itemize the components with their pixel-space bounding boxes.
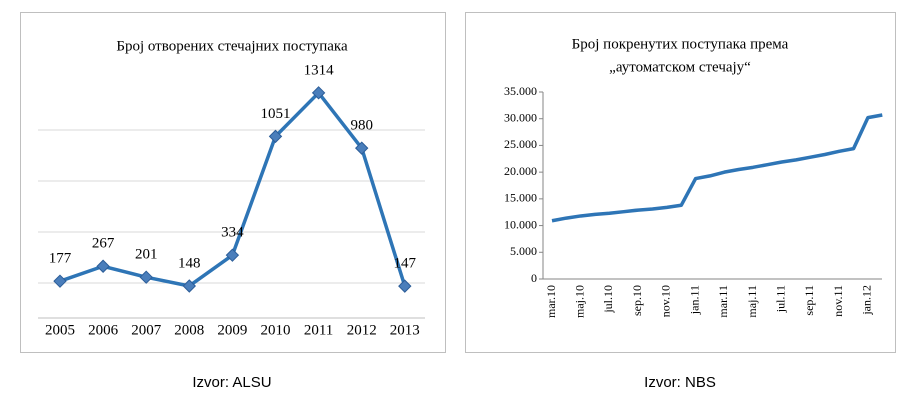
y-tick-label: 25.000 bbox=[504, 137, 537, 151]
x-tick-label: sep.10 bbox=[630, 285, 644, 316]
data-label: 148 bbox=[178, 255, 201, 271]
data-label: 334 bbox=[221, 225, 244, 241]
data-label: 267 bbox=[92, 236, 115, 252]
y-tick-label: 35.000 bbox=[504, 84, 537, 98]
y-tick-label: 5.000 bbox=[510, 244, 537, 258]
chart-title: Број отворених стечајних поступака bbox=[116, 38, 348, 54]
data-label: 1314 bbox=[304, 62, 335, 78]
marker bbox=[96, 259, 110, 273]
marker bbox=[268, 129, 283, 144]
data-label: 980 bbox=[350, 118, 373, 134]
x-tick-label: 2013 bbox=[390, 322, 420, 338]
y-tick-label: 30.000 bbox=[504, 110, 537, 124]
marker bbox=[225, 248, 240, 262]
x-tick-label: 2008 bbox=[174, 322, 204, 338]
x-tick-label: 2007 bbox=[131, 322, 162, 338]
data-label: 177 bbox=[49, 251, 72, 267]
marker bbox=[182, 279, 197, 293]
marker bbox=[398, 279, 412, 293]
x-tick-label: mar.11 bbox=[716, 285, 730, 318]
x-tick-label: 2010 bbox=[261, 322, 291, 338]
panel bbox=[20, 12, 446, 353]
x-tick-label: maj.10 bbox=[572, 285, 586, 318]
y-tick-label: 0 bbox=[531, 271, 537, 285]
x-tick-label: 2006 bbox=[88, 322, 119, 338]
panel bbox=[465, 12, 896, 353]
x-tick-label: jul.11 bbox=[774, 285, 788, 313]
marker bbox=[53, 274, 67, 288]
x-tick-label: sep.11 bbox=[802, 285, 816, 316]
source: Izvor: ALSU bbox=[192, 374, 271, 391]
x-tick-label: nov.11 bbox=[831, 285, 845, 317]
source: Izvor: NBS bbox=[644, 374, 716, 391]
marker bbox=[139, 270, 153, 284]
chart-title: Број покренутих поступака према bbox=[572, 36, 789, 52]
x-tick-label: maj.11 bbox=[745, 285, 759, 318]
y-tick-label: 20.000 bbox=[504, 164, 537, 178]
line bbox=[551, 113, 883, 223]
marker bbox=[311, 86, 326, 100]
y-tick-label: 10.000 bbox=[504, 217, 537, 231]
data-label: 147 bbox=[394, 256, 417, 272]
marker bbox=[354, 141, 369, 155]
x-tick-label: 2005 bbox=[45, 322, 75, 338]
x-tick-label: jul.10 bbox=[601, 285, 615, 314]
y-tick-label: 15.000 bbox=[504, 191, 537, 205]
x-tick-label: mar.10 bbox=[544, 285, 558, 318]
x-tick-label: 2012 bbox=[347, 322, 377, 338]
x-tick-label: jan.12 bbox=[860, 285, 874, 316]
x-tick-label: 2011 bbox=[304, 322, 333, 338]
data-label: 1051 bbox=[261, 106, 291, 122]
x-tick-label: 2009 bbox=[217, 322, 247, 338]
x-tick-label: nov.10 bbox=[659, 285, 673, 317]
x-tick-label: jan.11 bbox=[687, 285, 701, 315]
chart-subtitle: „аутоматском стечају“ bbox=[609, 59, 751, 75]
data-label: 201 bbox=[135, 247, 158, 263]
